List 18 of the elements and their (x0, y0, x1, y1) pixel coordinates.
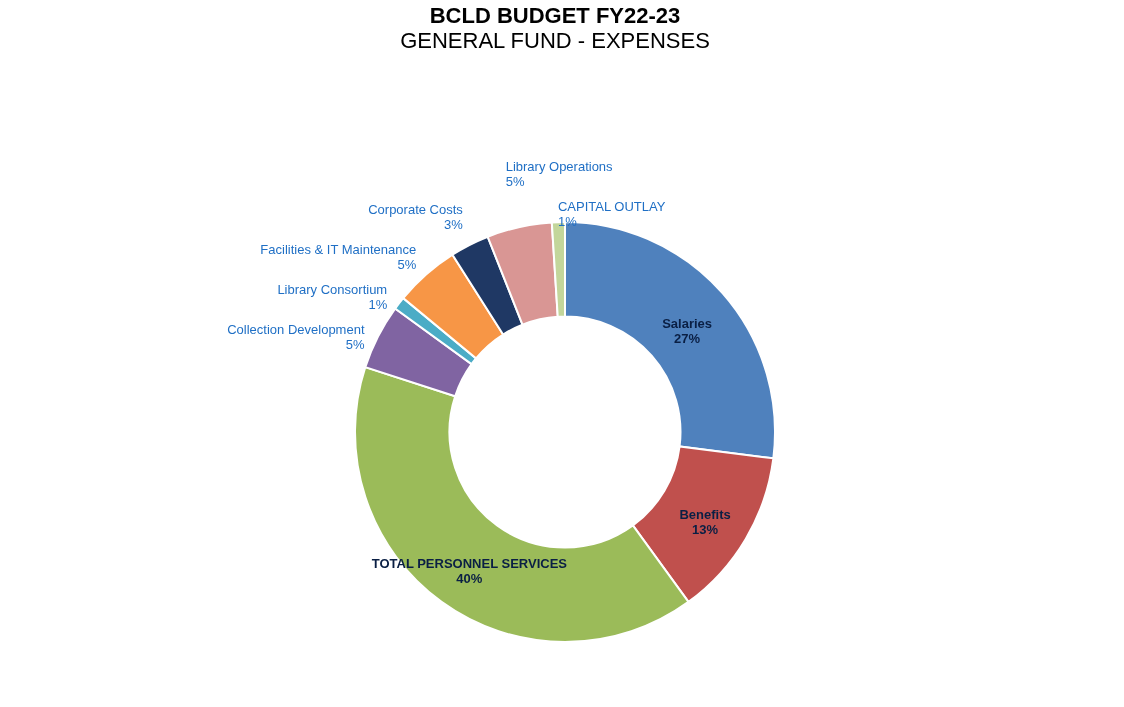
data-label: 5% (345, 336, 365, 352)
chart-subtitle: GENERAL FUND - EXPENSES (400, 28, 710, 53)
data-label: 5% (505, 173, 525, 189)
chart-title: BCLD BUDGET FY22-23 (429, 3, 681, 28)
data-label: 40% (456, 570, 483, 586)
slice-label: Facilities & IT Maintenance (260, 241, 417, 257)
slice-label: CAPITAL OUTLAY (557, 199, 666, 215)
data-label: 1% (368, 296, 388, 312)
slice-label: Collection Development (227, 321, 365, 337)
data-label: 5% (397, 256, 417, 272)
slice-label: Library Consortium (277, 281, 388, 297)
data-label: 27% (674, 331, 701, 347)
slice-label: Salaries (662, 316, 713, 332)
slice-label: Library Operations (505, 158, 614, 174)
data-label: 13% (692, 521, 719, 537)
slice-label: Corporate Costs (368, 201, 464, 217)
slice-label: Benefits (679, 506, 731, 522)
data-label: 3% (444, 216, 464, 232)
